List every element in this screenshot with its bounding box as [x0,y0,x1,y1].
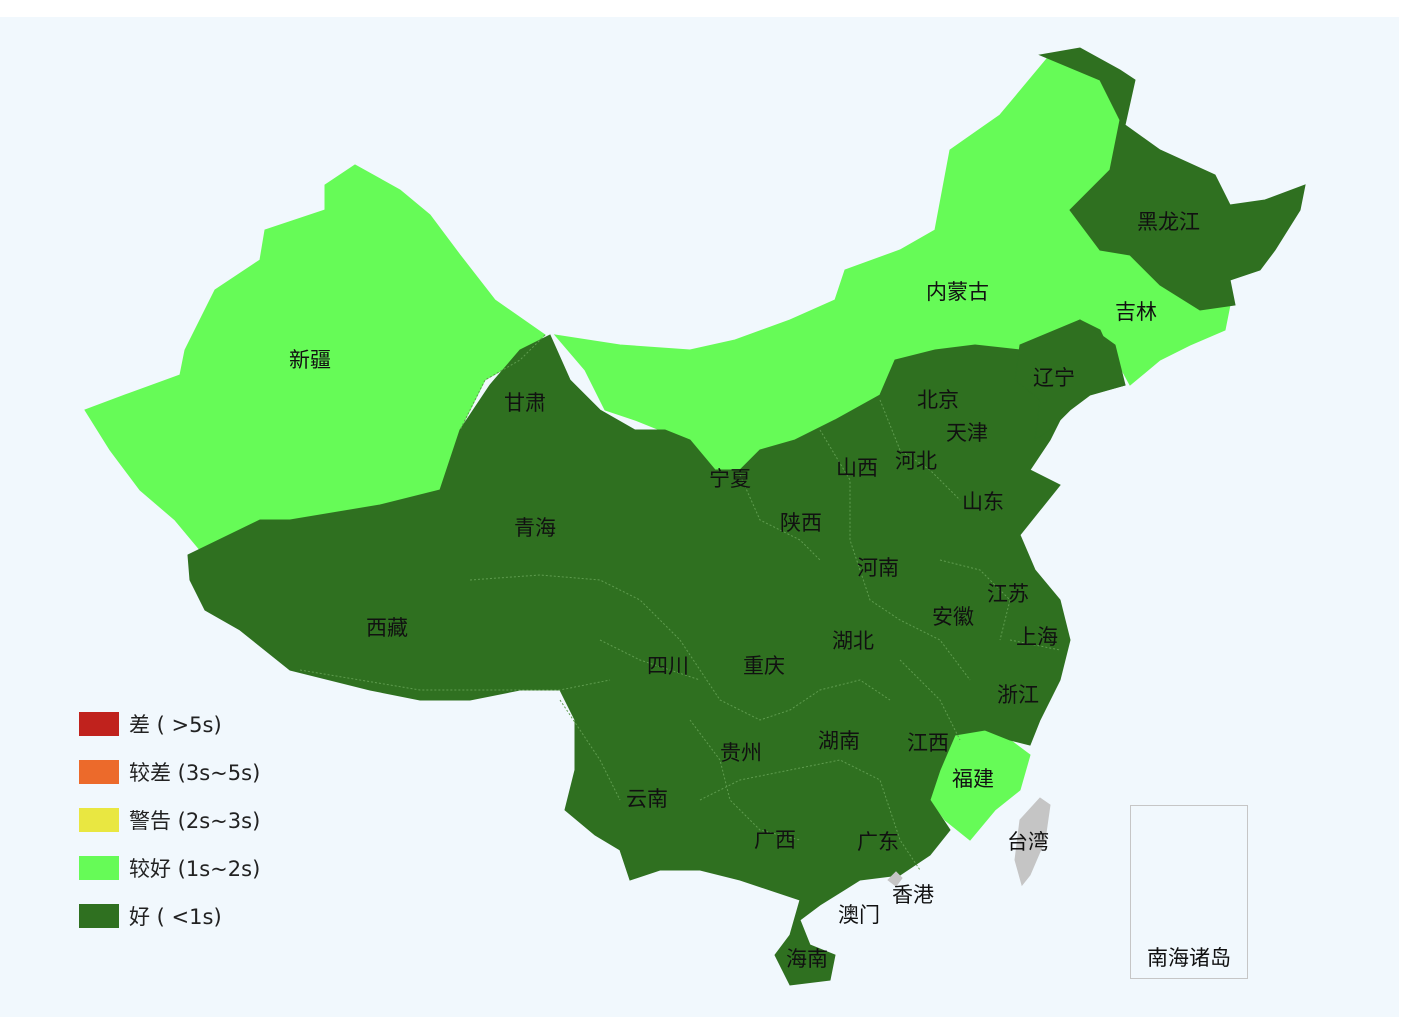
region-heilongjiang[interactable] [1038,47,1306,311]
region-taiwan[interactable] [1014,797,1051,887]
label-taiwan: 台湾 [1007,830,1049,854]
label-hubei: 湖北 [832,629,874,653]
label-xizang: 西藏 [366,616,408,640]
label-guangxi: 广西 [754,828,796,852]
label-jilin: 吉林 [1115,300,1157,324]
inset-label: 南海诸岛 [1147,946,1231,970]
label-heilongjiang: 黑龙江 [1137,210,1200,234]
legend-label: 警告 (2s~3s) [129,809,261,833]
label-hongkong: 香港 [892,883,934,907]
label-yunnan: 云南 [626,787,668,811]
region-liaoning[interactable] [1014,319,1126,442]
legend-item-warning[interactable]: 警告 (2s~3s) [79,808,261,833]
label-fujian: 福建 [952,767,994,791]
region-hongkong[interactable] [887,871,903,887]
legend-label: 较差 (3s~5s) [129,761,261,785]
label-shanxi: 山西 [836,456,878,480]
province-borders [299,334,1061,871]
label-chongqing: 重庆 [743,654,785,678]
legend-swatch-excellent [79,904,119,928]
label-guizhou: 贵州 [720,741,762,765]
label-hainan: 海南 [786,947,828,971]
label-jiangxi: 江西 [907,731,949,755]
legend-item-good[interactable]: 较好 (1s~2s) [79,856,261,881]
label-shanghai: 上海 [1016,625,1058,649]
label-gansu: 甘肃 [504,391,546,415]
legend-swatch-poor [79,712,119,736]
legend: 差 ( >5s) 较差 (3s~5s) 警告 (2s~3s) 较好 (1s~2s… [79,712,260,952]
label-shandong: 山东 [962,490,1004,514]
label-zhejiang: 浙江 [997,683,1039,707]
label-qinghai: 青海 [514,516,556,540]
label-neimenggu: 内蒙古 [926,280,989,304]
label-jiangsu: 江苏 [987,582,1029,606]
legend-swatch-good [79,856,119,880]
label-hunan: 湖南 [818,729,860,753]
label-tianjin: 天津 [946,421,988,445]
label-anhui: 安徽 [932,605,974,629]
label-beijing: 北京 [917,388,959,412]
region-dark-mainland[interactable] [187,319,1126,986]
label-macau: 澳门 [838,903,880,927]
legend-item-excellent[interactable]: 好 ( <1s) [79,904,260,929]
legend-swatch-warning [79,808,119,832]
label-liaoning: 辽宁 [1033,366,1075,390]
legend-swatch-fair [79,760,119,784]
south-china-sea-inset: 南海诸岛 [1130,805,1248,979]
label-sichuan: 四川 [647,654,689,678]
legend-item-poor[interactable]: 差 ( >5s) [79,712,260,737]
legend-item-fair[interactable]: 较差 (3s~5s) [79,760,261,785]
label-shaanxi: 陕西 [780,511,822,535]
label-xinjiang: 新疆 [289,348,331,372]
label-hebei: 河北 [895,449,937,473]
legend-label: 差 ( >5s) [129,713,222,737]
label-guangdong: 广东 [857,830,899,854]
label-ningxia: 宁夏 [709,467,751,491]
label-henan: 河南 [857,556,899,580]
legend-label: 好 ( <1s) [129,905,222,929]
legend-label: 较好 (1s~2s) [129,857,261,881]
